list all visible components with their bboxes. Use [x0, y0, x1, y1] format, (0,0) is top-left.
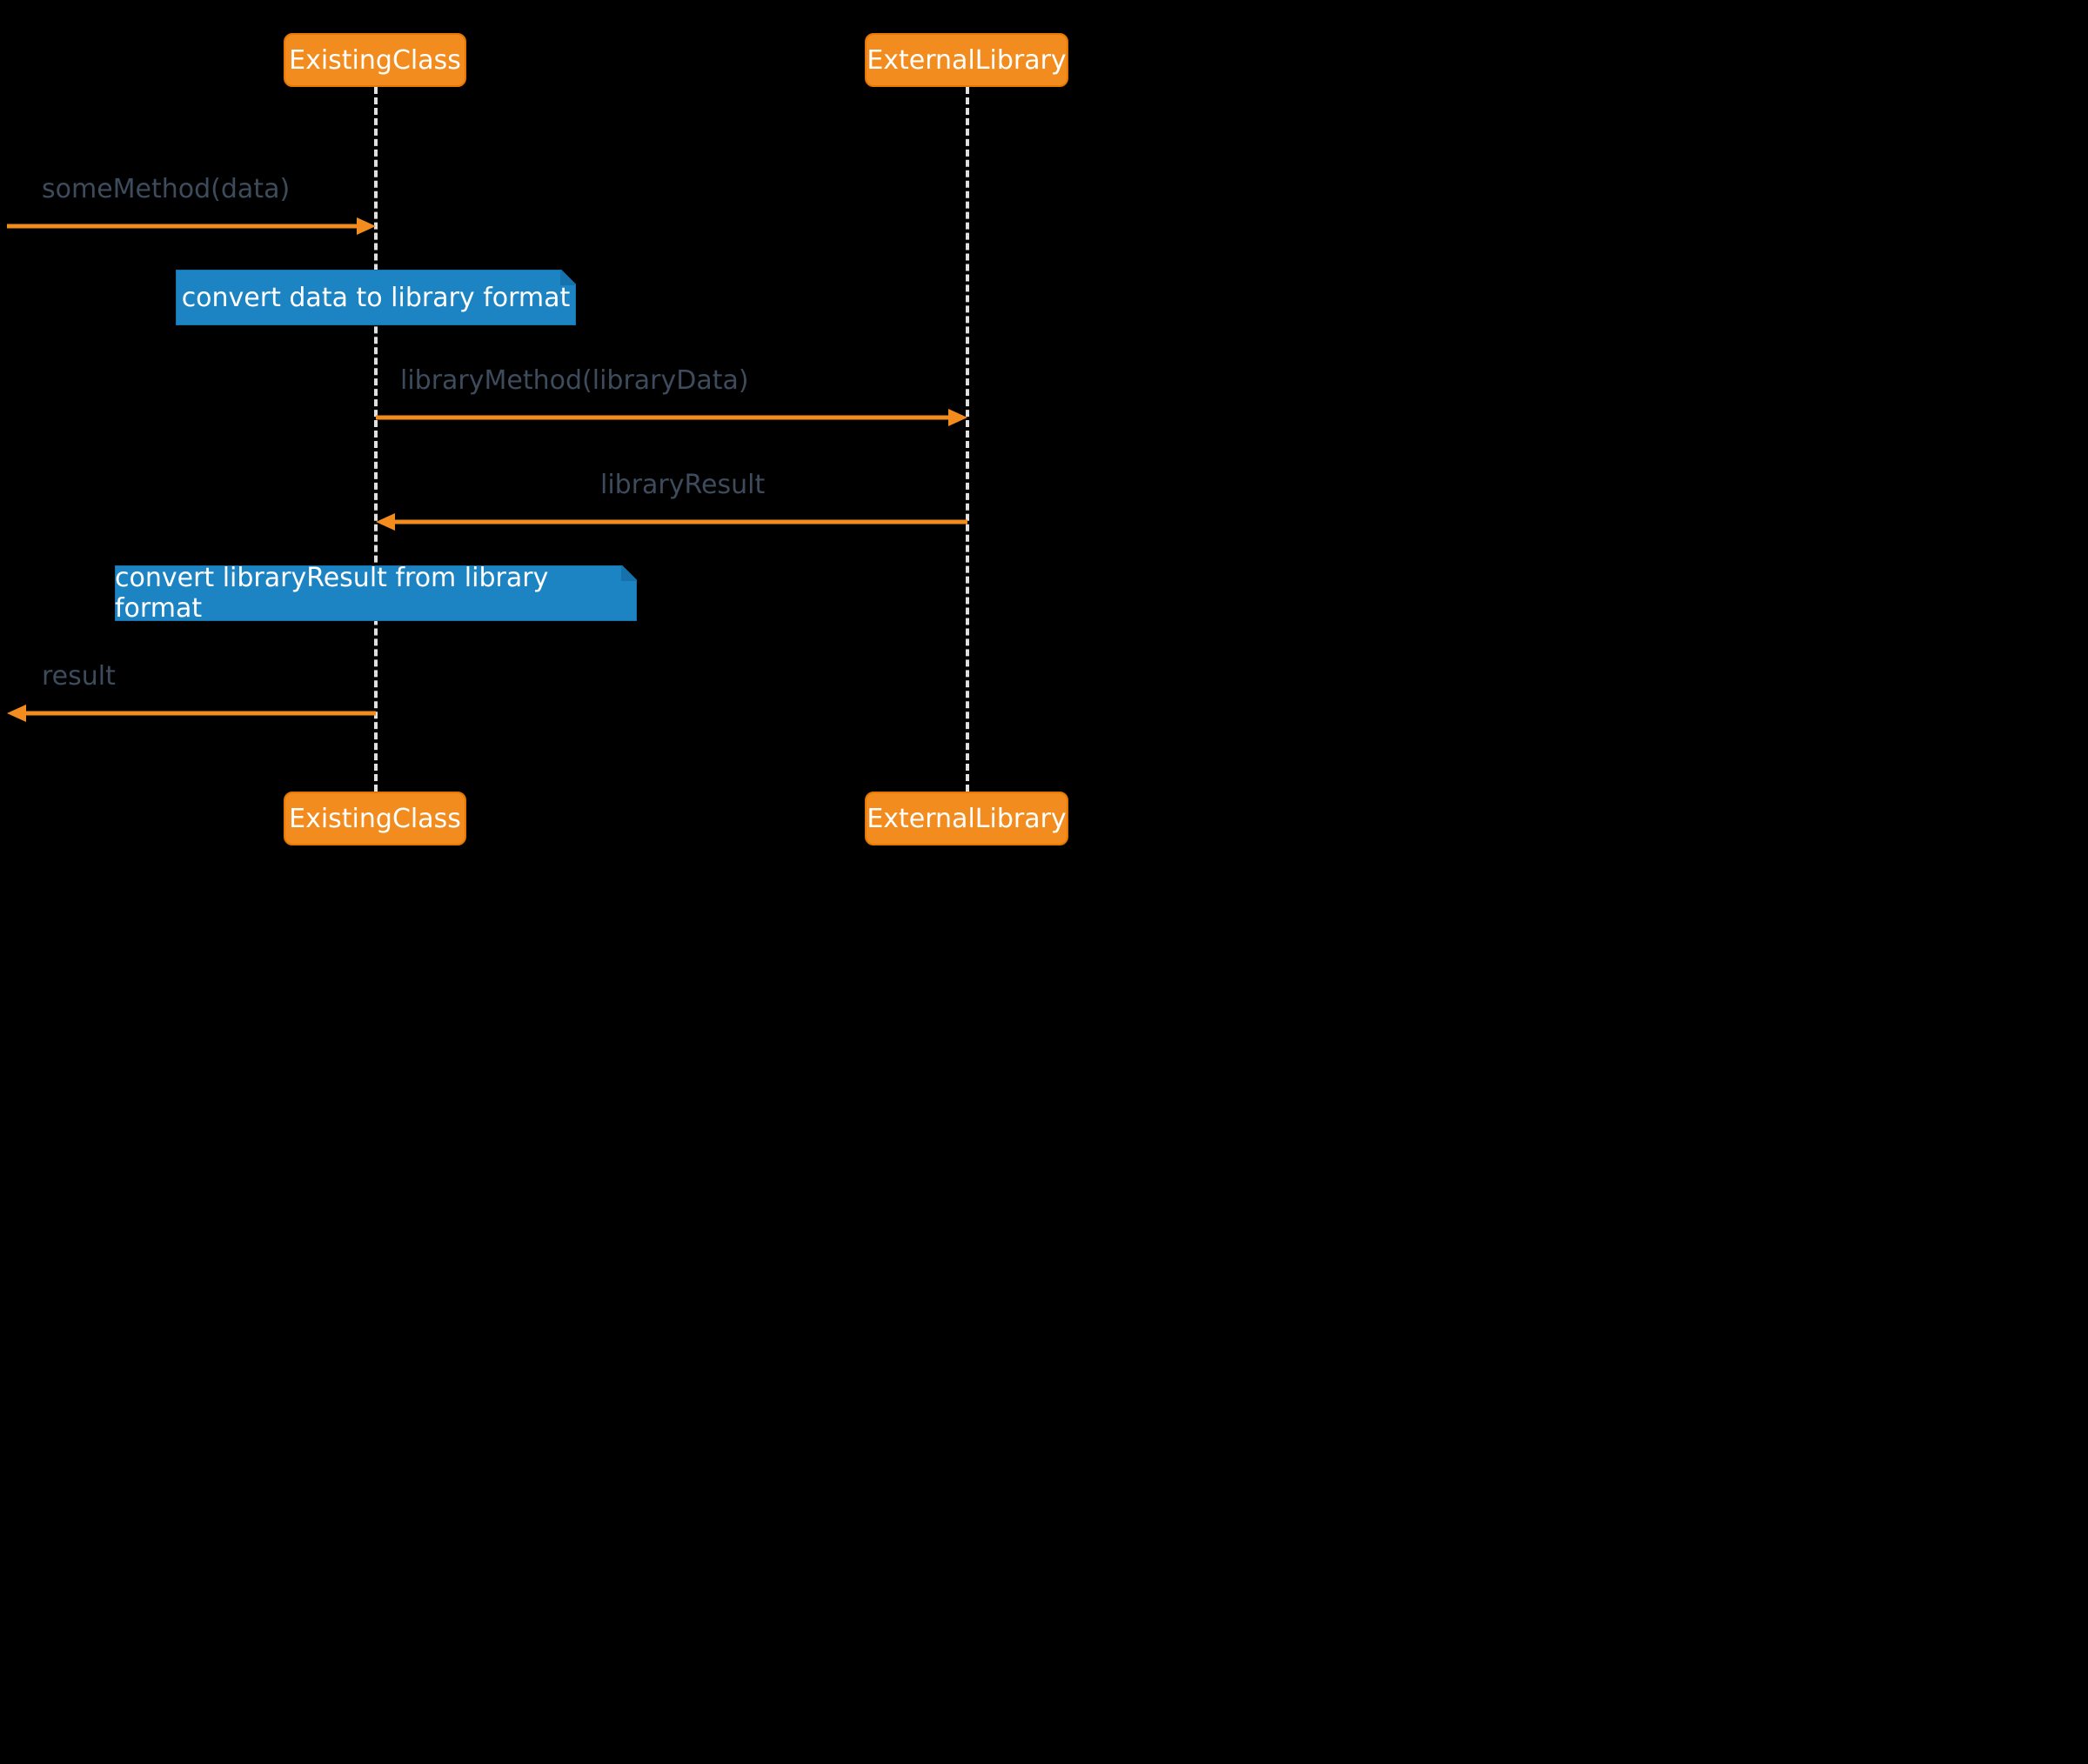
participant-existing-bottom: ExistingClass	[284, 792, 466, 845]
message-1-label: someMethod(data)	[42, 174, 290, 204]
note-2: convert libraryResult from library forma…	[115, 565, 637, 621]
lifeline-existing	[374, 87, 378, 792]
message-3-label: libraryResult	[600, 470, 765, 500]
participant-external-bottom: ExternalLibrary	[865, 792, 1068, 845]
message-4-arrow	[7, 705, 376, 722]
note-1-label: convert data to library format	[182, 283, 571, 313]
participant-external-top-label: ExternalLibrary	[867, 45, 1066, 76]
message-4-label: result	[42, 661, 116, 692]
participant-existing-top: ExistingClass	[284, 33, 466, 87]
message-3-arrow	[376, 513, 967, 531]
lifeline-external	[966, 87, 969, 792]
note-2-label: convert libraryResult from library forma…	[115, 563, 637, 624]
participant-external-top: ExternalLibrary	[865, 33, 1068, 87]
participant-existing-bottom-label: ExistingClass	[289, 804, 461, 834]
participant-external-bottom-label: ExternalLibrary	[867, 804, 1066, 834]
participant-existing-top-label: ExistingClass	[289, 45, 461, 76]
note-1: convert data to library format	[176, 270, 576, 325]
message-1-arrow	[7, 217, 376, 235]
message-2-arrow	[376, 409, 967, 426]
message-2-label: libraryMethod(libraryData)	[400, 365, 749, 396]
